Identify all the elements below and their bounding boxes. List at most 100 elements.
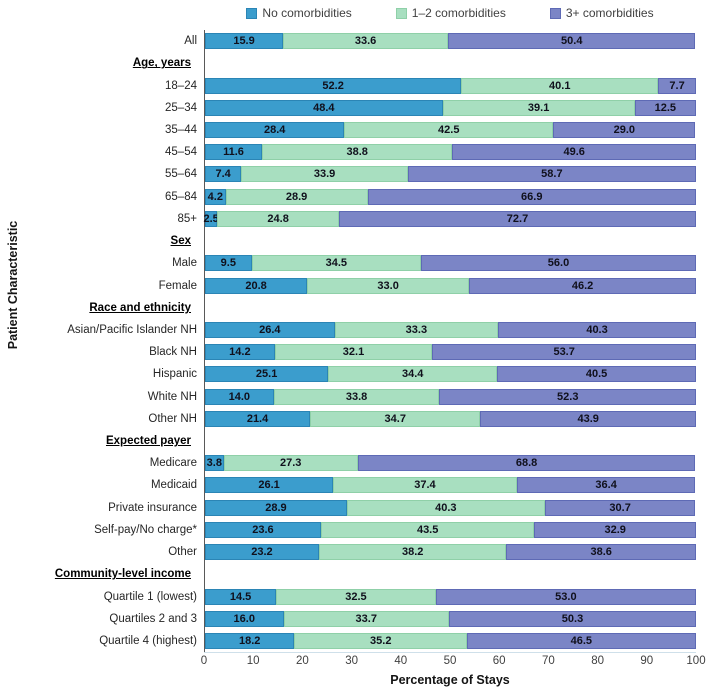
category-label: Asian/Pacific Islander NH	[67, 323, 197, 336]
bar-segment-series-3: 52.3	[439, 388, 696, 405]
chart-rows: All 15.9 33.6 50.4 Age, years 18–24 52.2 40.1 7.…	[0, 30, 720, 653]
segment-value-label: 33.7	[355, 612, 377, 625]
legend-swatch-icon	[395, 7, 407, 19]
legend-item-1: No comorbidities	[246, 6, 352, 20]
bar-segment-series-3: 46.5	[467, 633, 696, 650]
legend-label: 1–2 comorbidities	[411, 6, 506, 20]
plot-cell	[204, 229, 696, 253]
segment-value-label: 23.2	[251, 546, 273, 559]
bar-segment-series-3: 56.0	[421, 255, 696, 272]
x-axis-tick-label: 50	[443, 655, 457, 667]
bar-segment-series-1: 14.2	[205, 344, 275, 361]
segment-value-label: 46.2	[571, 279, 594, 292]
plot-cell: 28.9 40.3 30.7	[204, 496, 696, 519]
bar-segment-series-1: 14.5	[205, 588, 277, 605]
segment-value-label: 7.4	[215, 168, 231, 181]
bar-segment-series-3: 58.7	[407, 166, 696, 183]
bar-segment-series-1: 26.1	[205, 477, 334, 494]
bar-segment-series-2: 33.9	[241, 166, 408, 183]
plot-cell: 48.4 39.1 12.5	[204, 96, 696, 119]
segment-value-label: 40.3	[586, 323, 608, 336]
bar-segment-series-2: 32.5	[276, 588, 436, 605]
legend-label: 3+ comorbidities	[565, 6, 654, 20]
legend-label: No comorbidities	[262, 6, 352, 20]
bar-segment-series-3: 46.2	[469, 277, 696, 294]
stacked-bar: 20.8 33.0 46.2	[205, 277, 696, 294]
bar-segment-series-3: 40.5	[497, 366, 696, 383]
segment-value-label: 52.3	[557, 390, 579, 403]
bar-segment-series-1: 11.6	[205, 144, 262, 161]
x-axis-tick-label: 40	[394, 655, 408, 667]
plot-cell: 23.2 38.2 38.6	[204, 541, 696, 564]
plot-cell	[204, 429, 696, 453]
plot-cell: 9.5 34.5 56.0	[204, 252, 696, 275]
segment-value-label: 27.3	[279, 457, 302, 470]
bar-segment-series-3: 30.7	[544, 499, 696, 516]
plot-cell	[204, 296, 696, 319]
category-label: Quartile 4 (highest)	[99, 635, 197, 648]
plot-cell: 4.2 28.9 66.9	[204, 185, 696, 208]
segment-value-label: 29.0	[613, 123, 636, 136]
chart-legend: No comorbidities 1–2 comorbidities 3+ como…	[204, 6, 696, 20]
bar-segment-series-1: 15.9	[205, 33, 284, 50]
stacked-bar: 26.4 33.3 40.3	[205, 321, 696, 338]
category-label: Medicaid	[150, 479, 197, 492]
bar-segment-series-2: 33.6	[283, 33, 449, 50]
stacked-bar: 23.2 38.2 38.6	[205, 544, 696, 561]
bar-row: Quartile 1 (lowest) 14.5 32.5 53.0	[0, 585, 720, 608]
bar-row: 25–34 48.4 39.1 12.5	[0, 96, 720, 119]
segment-value-label: 30.7	[609, 501, 631, 514]
category-label: Quartiles 2 and 3	[109, 612, 197, 625]
x-axis-tick-label: 10	[246, 655, 260, 667]
bar-segment-series-2: 32.1	[274, 344, 433, 361]
bar-segment-series-1: 28.4	[205, 121, 345, 138]
segment-value-label: 32.9	[604, 523, 626, 536]
legend-item-2: 1–2 comorbidities	[395, 6, 506, 20]
segment-value-label: 40.1	[549, 79, 571, 92]
bar-segment-series-2: 34.5	[251, 255, 422, 272]
bar-row: 18–24 52.2 40.1 7.7	[0, 74, 720, 97]
bar-segment-series-2: 39.1	[442, 99, 635, 116]
bar-segment-series-2: 43.5	[320, 521, 535, 538]
bar-row: Self-pay/No charge* 23.6 43.5 32.9	[0, 518, 720, 542]
segment-value-label: 20.8	[245, 279, 267, 292]
segment-value-label: 39.1	[527, 101, 550, 114]
x-axis-tick-label: 90	[640, 655, 654, 667]
category-label: 45–54	[165, 146, 197, 159]
bar-segment-series-1: 4.2	[205, 188, 226, 205]
bar-segment-series-1: 16.0	[205, 610, 284, 627]
plot-cell: 7.4 33.9 58.7	[204, 163, 696, 186]
bar-row: All 15.9 33.6 50.4	[0, 30, 720, 53]
legend-swatch-icon	[246, 7, 258, 19]
bar-row: White NH 14.0 33.8 52.3	[0, 385, 720, 408]
segment-value-label: 4.2	[207, 190, 223, 203]
category-label: 55–64	[165, 168, 197, 181]
category-label: Medicare	[149, 457, 197, 470]
section-header-row: Race and ethnicity	[0, 296, 720, 319]
bar-row: Medicare 3.8 27.3 68.8	[0, 452, 720, 475]
plot-cell: 18.2 35.2 46.5	[204, 629, 696, 653]
category-label: Hispanic	[152, 368, 197, 381]
bar-segment-series-3: 72.7	[339, 210, 696, 227]
stacked-bar: 11.6 38.8 49.6	[205, 144, 696, 161]
segment-value-label: 66.9	[521, 190, 543, 203]
bar-segment-series-3: 53.7	[432, 344, 696, 361]
bar-segment-series-2: 33.7	[283, 610, 449, 627]
segment-value-label: 33.8	[345, 390, 368, 403]
segment-value-label: 26.4	[259, 323, 281, 336]
legend-swatch-icon	[549, 7, 561, 19]
segment-value-label: 43.9	[577, 412, 599, 425]
segment-value-label: 23.6	[252, 523, 274, 536]
segment-value-label: 50.4	[561, 35, 583, 48]
bar-row: 55–64 7.4 33.9 58.7	[0, 163, 720, 186]
x-axis-title: Percentage of Stays	[390, 673, 510, 687]
segment-value-label: 28.4	[264, 123, 286, 136]
bar-segment-series-1: 26.4	[205, 321, 335, 338]
segment-value-label: 37.4	[414, 479, 436, 492]
plot-cell: 14.2 32.1 53.7	[204, 341, 696, 364]
x-axis-tick-label: 100	[686, 655, 706, 667]
segment-value-label: 42.5	[438, 123, 460, 136]
stacked-bar: 23.6 43.5 32.9	[205, 521, 696, 538]
segment-value-label: 2.5	[203, 212, 219, 225]
plot-cell: 25.1 34.4 40.5	[204, 363, 696, 386]
